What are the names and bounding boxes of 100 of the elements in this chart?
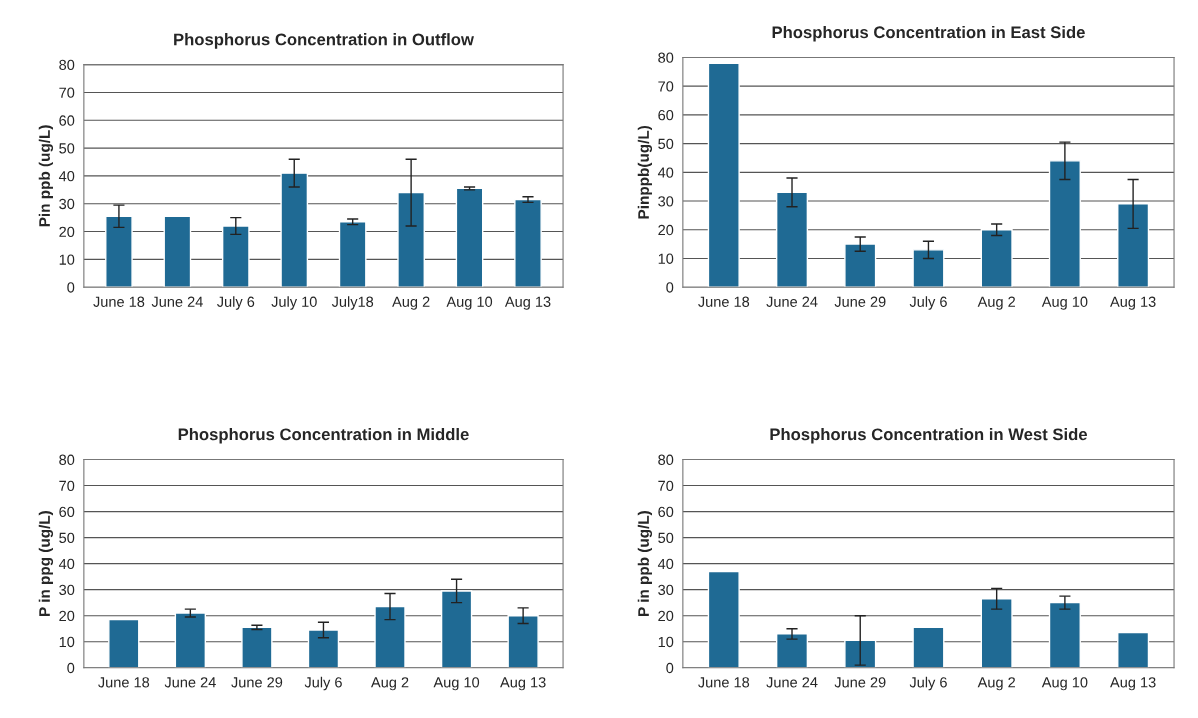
y-tick-label: 30	[59, 584, 75, 596]
y-tick-label: 60	[59, 115, 75, 126]
x-tick-label: Aug 10	[1041, 296, 1088, 310]
x-tick-label: June 18	[98, 677, 150, 688]
y-tick-label: 0	[67, 662, 75, 674]
y-tick-label: 50	[59, 143, 75, 154]
bar	[707, 62, 740, 288]
bar	[507, 614, 539, 668]
y-axis-title: P in ppg (ug/L)	[38, 511, 54, 616]
x-tick-label: Aug 13	[1110, 296, 1156, 310]
y-axis-title: Pin ppb (ug/L)	[38, 125, 54, 227]
bar	[374, 605, 406, 668]
y-tick-label: 30	[59, 198, 75, 210]
y-tick-label: 10	[658, 636, 674, 648]
bar	[221, 225, 250, 288]
x-tick-label: June 18	[698, 677, 750, 688]
bar	[105, 215, 133, 288]
x-tick-label: June 24	[151, 296, 203, 307]
x-tick-label: July 6	[909, 296, 947, 310]
bar	[280, 172, 309, 288]
y-tick-label: 60	[658, 109, 674, 121]
y-tick-label: 40	[58, 558, 75, 570]
y-tick-label: 20	[59, 610, 75, 622]
chart-title: Phosphorus Concentration in Middle	[178, 428, 469, 444]
bar	[1048, 601, 1081, 668]
y-tick-label: 70	[658, 480, 674, 491]
y-tick-label: 0	[666, 662, 674, 674]
bar	[397, 191, 425, 288]
x-tick-label: Aug 2	[977, 677, 1015, 691]
y-tick-label: 10	[658, 253, 674, 264]
x-tick-label: July 6	[909, 676, 947, 691]
bar	[440, 590, 473, 668]
y-tick-label: 70	[59, 87, 75, 98]
bar	[163, 215, 192, 288]
x-tick-label: June 24	[766, 677, 818, 688]
y-tick-label: 80	[59, 454, 75, 465]
x-tick-label: Aug 2	[977, 296, 1015, 310]
bar	[912, 249, 945, 288]
bar	[980, 229, 1013, 288]
bar	[844, 243, 877, 288]
y-tick-label: 40	[58, 171, 75, 182]
bar	[707, 570, 740, 668]
bar	[1117, 631, 1150, 668]
x-tick-label: June 29	[231, 677, 283, 688]
x-tick-label: June 24	[164, 677, 216, 688]
x-tick-label: July 6	[216, 296, 255, 310]
x-tick-label: Aug 2	[392, 296, 430, 310]
x-tick-label: June 18	[698, 296, 750, 307]
y-tick-label: 60	[59, 506, 75, 517]
y-tick-label: 80	[658, 454, 674, 465]
bar	[1117, 203, 1150, 288]
bar	[307, 629, 340, 668]
bar	[455, 187, 484, 288]
y-axis-title: P in ppb (ug/L)	[637, 511, 653, 616]
bar	[775, 191, 809, 288]
bar	[775, 633, 809, 668]
x-tick-label: Aug 10	[446, 296, 493, 310]
bar	[912, 626, 945, 668]
y-tick-label: 50	[658, 138, 674, 150]
y-tick-label: 10	[59, 254, 75, 265]
bar	[1048, 160, 1081, 288]
x-tick-label: Aug 13	[504, 296, 551, 310]
bar	[844, 639, 877, 668]
y-tick-label: 0	[67, 282, 75, 293]
y-tick-label: 30	[658, 196, 674, 207]
y-tick-label: 70	[59, 480, 75, 491]
y-tick-label: 40	[657, 167, 674, 178]
y-tick-label: 40	[657, 558, 674, 570]
bar	[108, 618, 140, 668]
y-tick-label: 70	[658, 81, 674, 92]
bar	[980, 598, 1013, 668]
y-tick-label: 20	[658, 610, 674, 622]
y-tick-label: 10	[59, 636, 75, 648]
chart-title: Phosphorus Concentration in East Side	[772, 25, 1085, 42]
x-tick-label: July 6	[304, 676, 342, 691]
y-tick-label: 30	[658, 584, 674, 596]
bar	[174, 612, 207, 668]
bar	[514, 198, 542, 288]
x-tick-label: July18	[331, 296, 374, 310]
chart-title: Phosphorus Concentration in Outflow	[174, 33, 474, 49]
x-tick-label: Aug 13	[1110, 677, 1156, 691]
y-tick-label: 60	[658, 506, 674, 517]
x-tick-label: June 18	[93, 296, 145, 307]
x-tick-label: June 24	[766, 296, 818, 307]
chart-title: Phosphorus Concentration in West Side	[770, 428, 1088, 444]
y-tick-label: 20	[658, 224, 674, 236]
y-tick-label: 20	[59, 226, 75, 237]
bar	[241, 626, 273, 668]
x-tick-label: Aug 10	[1041, 677, 1088, 691]
bar	[338, 221, 367, 288]
y-axis-title: Pinppb(ug/L)	[637, 125, 653, 219]
y-tick-label: 50	[59, 532, 75, 544]
x-tick-label: June 29	[834, 296, 886, 307]
x-tick-label: July 10	[271, 296, 317, 310]
x-tick-label: Aug 13	[500, 677, 546, 691]
y-tick-label: 50	[658, 532, 674, 544]
x-tick-label: June 29	[834, 677, 886, 688]
y-tick-label: 80	[658, 52, 674, 63]
x-tick-label: Aug 10	[433, 677, 480, 691]
y-tick-label: 0	[666, 282, 674, 293]
